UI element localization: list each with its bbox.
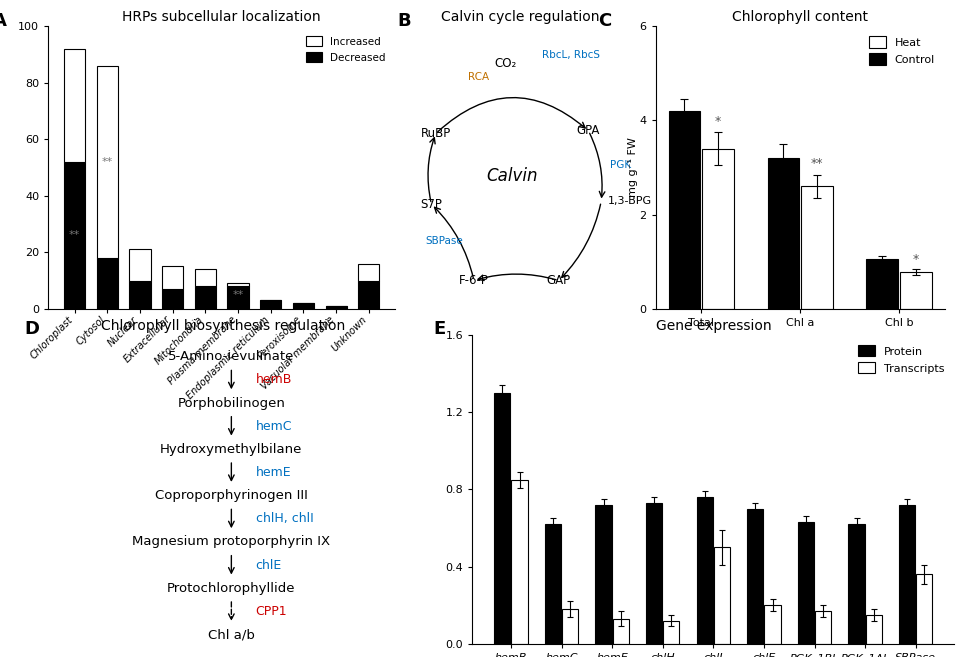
Text: E: E	[434, 320, 446, 338]
Text: RbcL, RbcS: RbcL, RbcS	[542, 49, 600, 60]
Bar	[162, 267, 183, 289]
Bar	[767, 158, 799, 309]
Text: *: *	[715, 114, 721, 127]
Legend: Increased, Decreased: Increased, Decreased	[303, 32, 390, 67]
Text: RuBP: RuBP	[420, 127, 451, 140]
Bar	[64, 162, 85, 309]
Bar	[545, 524, 561, 644]
Text: GAP: GAP	[547, 274, 571, 287]
Text: Chl a/b: Chl a/b	[208, 628, 254, 641]
Bar	[663, 621, 680, 644]
Bar	[260, 300, 281, 309]
Text: F-6-P: F-6-P	[459, 274, 489, 287]
Text: chlH, chlI: chlH, chlI	[255, 512, 313, 526]
Text: **: **	[232, 290, 244, 300]
Bar	[798, 522, 814, 644]
Text: Hydroxymethylbilane: Hydroxymethylbilane	[160, 443, 303, 456]
Bar	[702, 148, 734, 309]
Text: hemB: hemB	[255, 373, 292, 386]
Bar	[129, 250, 150, 281]
Text: RCA: RCA	[468, 72, 489, 82]
Bar	[359, 263, 380, 281]
Title: Chlorophyll content: Chlorophyll content	[732, 10, 869, 24]
Text: PGK: PGK	[609, 160, 630, 170]
Text: hemC: hemC	[255, 420, 292, 433]
Text: D: D	[25, 320, 40, 338]
Bar	[512, 480, 527, 644]
Text: A: A	[0, 12, 7, 30]
Bar	[359, 281, 380, 309]
Text: 5-Amino-ievulinate: 5-Amino-ievulinate	[168, 350, 295, 363]
Bar	[96, 258, 118, 309]
Bar	[195, 269, 216, 286]
Bar	[801, 187, 833, 309]
Text: GPA: GPA	[576, 124, 601, 137]
Text: hemE: hemE	[255, 466, 291, 479]
Bar	[866, 615, 882, 644]
Bar	[596, 505, 611, 644]
Bar	[899, 505, 915, 644]
Bar	[293, 303, 314, 309]
Text: CO₂: CO₂	[495, 57, 517, 70]
Bar	[764, 605, 781, 644]
Title: Calvin cycle regulation: Calvin cycle regulation	[442, 10, 600, 24]
Bar	[747, 509, 763, 644]
Text: B: B	[397, 12, 412, 30]
Bar	[669, 111, 700, 309]
Bar	[816, 611, 831, 644]
Legend: Heat, Control: Heat, Control	[865, 32, 939, 69]
Text: SBPase: SBPase	[425, 236, 463, 246]
Bar	[228, 283, 249, 286]
Bar	[326, 306, 347, 309]
Bar	[495, 393, 511, 644]
Bar	[867, 260, 898, 309]
Bar	[848, 524, 865, 644]
Bar	[697, 497, 712, 644]
Title: HRPs subcellular localization: HRPs subcellular localization	[122, 10, 321, 24]
Text: **: **	[69, 231, 80, 240]
Bar	[129, 281, 150, 309]
Text: chlE: chlE	[255, 558, 281, 572]
Legend: Protein, Transcripts: Protein, Transcripts	[854, 340, 949, 378]
Text: Calvin: Calvin	[486, 167, 538, 185]
Text: Coproporphyrinogen III: Coproporphyrinogen III	[155, 489, 308, 502]
Text: Magnesium protoporphyrin IX: Magnesium protoporphyrin IX	[132, 535, 331, 549]
Title: Chlorophyll biosynthesis regulation: Chlorophyll biosynthesis regulation	[101, 319, 345, 332]
Title: Gene expression: Gene expression	[656, 319, 771, 332]
Bar	[562, 609, 578, 644]
Bar	[195, 286, 216, 309]
Text: C: C	[598, 12, 611, 30]
Text: Protochlorophyllide: Protochlorophyllide	[167, 582, 296, 595]
Bar	[646, 503, 662, 644]
Text: **: **	[101, 157, 113, 167]
Text: 1,3-BPG: 1,3-BPG	[607, 196, 652, 206]
Text: Porphobilinogen: Porphobilinogen	[177, 397, 285, 409]
Y-axis label: mg g⁻¹ FW: mg g⁻¹ FW	[628, 137, 638, 198]
Text: **: **	[811, 157, 823, 170]
Text: CPP1: CPP1	[255, 605, 287, 618]
Bar	[64, 49, 85, 162]
Bar	[714, 547, 730, 644]
Bar	[900, 272, 931, 309]
Bar	[162, 289, 183, 309]
Bar	[96, 66, 118, 258]
Bar	[613, 619, 629, 644]
Bar	[228, 286, 249, 309]
Text: S7P: S7P	[420, 198, 442, 211]
Bar	[916, 574, 932, 644]
Text: *: *	[913, 254, 919, 267]
